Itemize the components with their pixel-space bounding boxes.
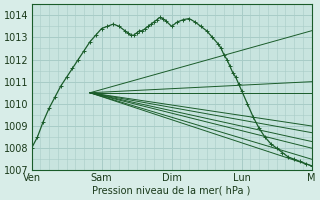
X-axis label: Pression niveau de la mer( hPa ): Pression niveau de la mer( hPa ) bbox=[92, 186, 251, 196]
